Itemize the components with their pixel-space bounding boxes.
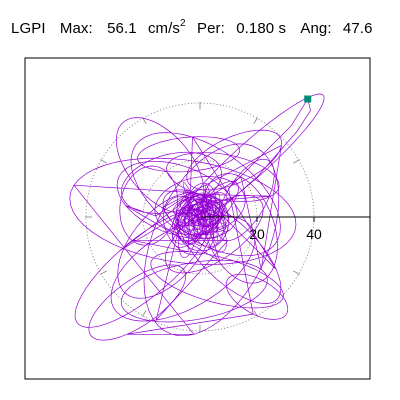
period-value: 0.180 s	[236, 20, 287, 37]
angle-label: Ang:	[300, 20, 332, 37]
max-label: Max:	[59, 20, 93, 37]
trace-core-loop	[178, 198, 200, 259]
max-amplitude-marker	[304, 95, 312, 103]
angle-tick	[100, 159, 107, 164]
trace-core-loop	[194, 200, 229, 228]
plot-frame	[24, 57, 371, 380]
trace-core-loop	[174, 213, 203, 244]
trace-core-loop	[181, 218, 196, 239]
radial-axis: 20 40	[200, 216, 370, 242]
angle-tick	[293, 159, 300, 164]
trace-core-loop	[184, 192, 228, 231]
max-value: 56.1	[107, 20, 137, 37]
trace-core-loop	[197, 201, 226, 227]
motion-trace	[69, 93, 325, 341]
x-axis-tick-label-20: 20	[249, 226, 265, 242]
max-unit-exponent: 2	[180, 18, 186, 29]
trace-core-loop	[180, 192, 209, 219]
period-label: Per:	[196, 20, 225, 37]
trace-core-loop	[171, 189, 212, 245]
angle-tick	[293, 270, 300, 275]
max-unit-base: cm/s	[147, 20, 181, 37]
trace-core-loop	[190, 218, 227, 233]
marker-layer	[304, 95, 312, 103]
angle-tick	[100, 270, 107, 275]
x-axis-tick-label-40: 40	[306, 226, 322, 242]
angle-tick	[142, 310, 147, 317]
angle-value: 47.6	[342, 20, 373, 37]
max-unit: cm/s2	[148, 18, 186, 37]
angle-tick	[253, 117, 258, 124]
station-code: LGPI	[11, 20, 46, 37]
trace-core-loop	[188, 196, 212, 221]
trace-core-loop	[187, 194, 207, 246]
trace-core-loop	[173, 194, 216, 217]
plot-title: LGPI Max: 56.1 cm/s2 Per: 0.180 s Ang: 4…	[11, 18, 373, 37]
trace-path	[69, 93, 325, 341]
trace-core-loop	[175, 204, 220, 236]
